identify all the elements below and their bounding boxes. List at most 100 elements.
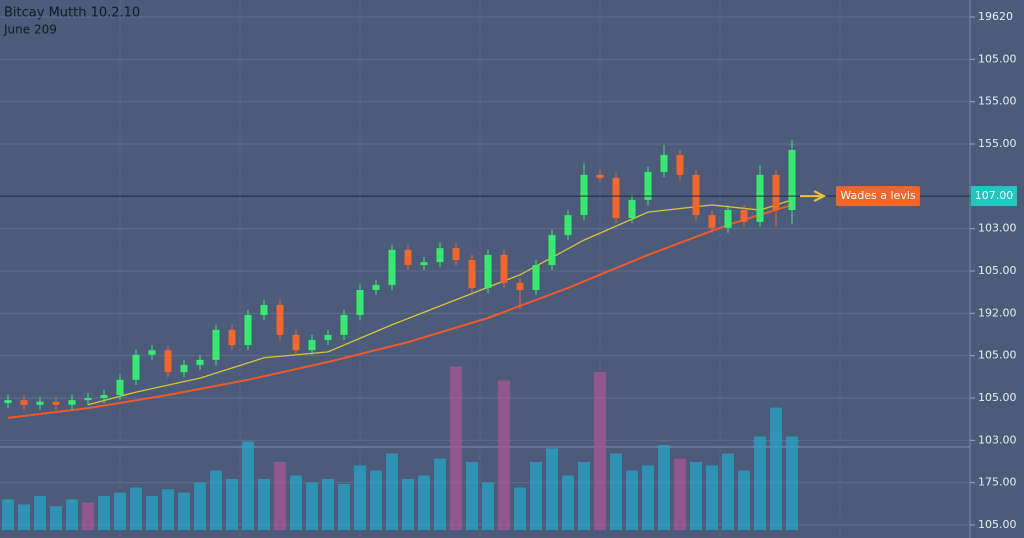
candle-body bbox=[132, 354, 140, 380]
candle-body bbox=[436, 248, 444, 263]
candle-body bbox=[196, 359, 204, 365]
candle-body bbox=[308, 340, 316, 351]
y-tick-label: 192.00 bbox=[978, 306, 1017, 319]
price-label-box bbox=[971, 186, 1017, 207]
candle-body bbox=[148, 350, 156, 355]
candle-body bbox=[356, 290, 364, 316]
volume-bar bbox=[610, 453, 622, 530]
volume-bar bbox=[738, 470, 750, 530]
volume-bar bbox=[386, 453, 398, 530]
candle-body bbox=[772, 174, 780, 211]
candle-body bbox=[692, 174, 700, 216]
candle-body bbox=[340, 315, 348, 335]
volume-bar bbox=[370, 470, 382, 530]
moving-average bbox=[87, 199, 793, 406]
volume-bar bbox=[66, 499, 78, 530]
candle-body bbox=[660, 155, 668, 172]
candle-body bbox=[164, 350, 172, 373]
candle-body bbox=[596, 174, 604, 178]
y-tick-label: 105.00 bbox=[978, 518, 1017, 531]
candle-body bbox=[612, 177, 620, 219]
candle-body bbox=[676, 155, 684, 175]
annotation-arrow bbox=[800, 190, 827, 202]
volume-bar bbox=[82, 502, 94, 530]
y-tick-label: 103.00 bbox=[978, 433, 1017, 446]
candle-body bbox=[292, 334, 300, 351]
chart-title: Bitcay Mutth 10,2.10 bbox=[4, 6, 140, 21]
candle-body bbox=[100, 395, 108, 398]
candle-body bbox=[20, 400, 28, 405]
volume-bar bbox=[18, 504, 30, 530]
volume-bar bbox=[322, 479, 334, 530]
volume-bar bbox=[274, 462, 286, 530]
candle-body bbox=[84, 398, 92, 401]
volume-bar bbox=[354, 465, 366, 530]
candle-body bbox=[180, 364, 188, 373]
y-tick-label: 103.00 bbox=[978, 222, 1017, 235]
volume-bar bbox=[242, 441, 254, 530]
volume-bar bbox=[594, 371, 606, 530]
candle-body bbox=[116, 379, 124, 396]
y-tick-label: 105.00 bbox=[978, 349, 1017, 362]
volume-bar bbox=[754, 436, 766, 530]
volume-bar bbox=[402, 479, 414, 530]
candle-body bbox=[372, 284, 380, 291]
moving-average bbox=[7, 204, 793, 419]
volume-bar bbox=[626, 470, 638, 530]
candle-body bbox=[420, 262, 428, 266]
candle-body bbox=[516, 282, 524, 291]
volume-bar bbox=[658, 445, 670, 530]
volume-bar bbox=[194, 482, 206, 530]
volume-bar bbox=[722, 453, 734, 530]
annotation-box bbox=[836, 186, 920, 207]
y-tick-label: 105.00 bbox=[978, 264, 1017, 277]
candle-body bbox=[228, 329, 236, 346]
candle-body bbox=[708, 215, 716, 228]
candle-body bbox=[324, 334, 332, 341]
volume-bar bbox=[690, 462, 702, 530]
volume-bar bbox=[338, 484, 350, 530]
candle-body bbox=[468, 259, 476, 288]
volume-bar bbox=[98, 496, 110, 530]
volume-bar bbox=[642, 465, 654, 530]
y-tick-label: 155.00 bbox=[978, 95, 1017, 108]
candle-body bbox=[564, 215, 572, 236]
volume-bar bbox=[498, 380, 510, 530]
y-tick-label: 105.00 bbox=[978, 52, 1017, 65]
y-tick-label: 105.00 bbox=[978, 391, 1017, 404]
volume-bar bbox=[674, 458, 686, 530]
volume-bar bbox=[306, 482, 318, 530]
annotation-label: Wades a levls bbox=[840, 189, 916, 202]
volume-bar bbox=[786, 436, 798, 530]
y-tick-label: 175.00 bbox=[978, 476, 1017, 489]
volume-bar bbox=[226, 479, 238, 530]
candle-body bbox=[628, 199, 636, 219]
volume-bar bbox=[290, 475, 302, 530]
volume-bar bbox=[146, 496, 158, 530]
volume-bar bbox=[578, 462, 590, 530]
candle-body bbox=[4, 400, 12, 404]
candle-body bbox=[756, 174, 764, 222]
candle-body bbox=[52, 401, 60, 405]
price-label: 107.00 bbox=[975, 189, 1014, 202]
volume-bar bbox=[2, 499, 14, 530]
y-tick-label: 19620 bbox=[978, 10, 1013, 23]
candle-body bbox=[260, 304, 268, 316]
volume-bar bbox=[130, 487, 142, 530]
volume-bar bbox=[258, 479, 270, 530]
volume-bar bbox=[706, 465, 718, 530]
volume-bar bbox=[562, 475, 574, 530]
volume-bar bbox=[466, 462, 478, 530]
candle-body bbox=[500, 254, 508, 283]
candle-body bbox=[276, 304, 284, 335]
candle-body bbox=[580, 174, 588, 216]
volume-bar bbox=[770, 407, 782, 530]
volume-bar bbox=[114, 492, 126, 530]
candle-body bbox=[788, 149, 796, 211]
volume-bar bbox=[50, 506, 62, 530]
volume-bar bbox=[546, 448, 558, 530]
volume-bar bbox=[450, 366, 462, 530]
candle-body bbox=[404, 249, 412, 266]
